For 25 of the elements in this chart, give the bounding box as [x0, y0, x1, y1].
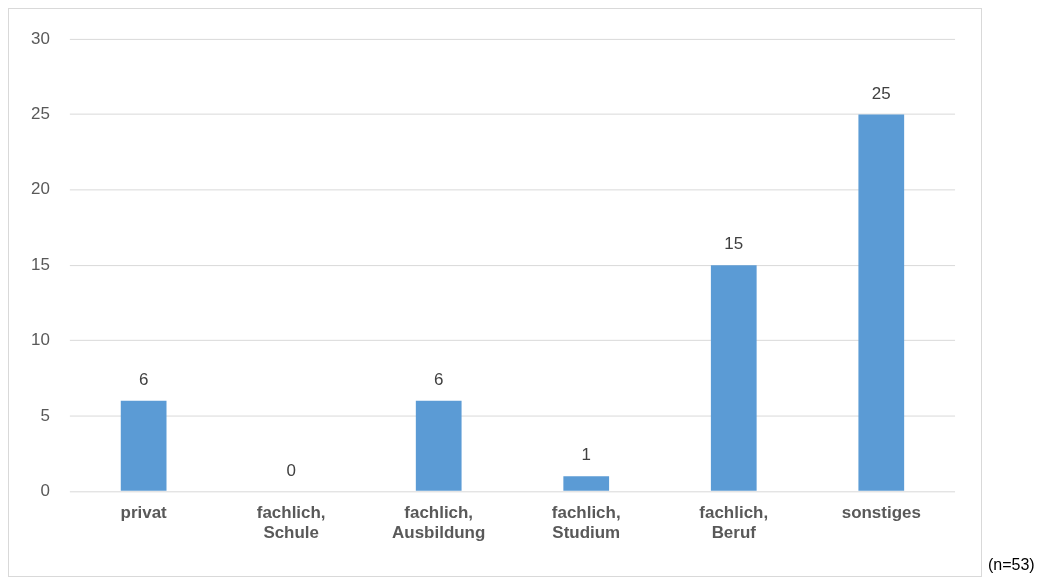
y-tick-label: 5	[40, 405, 50, 425]
x-tick-label: sonstiges	[841, 503, 921, 523]
data-label: 6	[433, 370, 444, 390]
x-tick-label: fachlich, Beruf	[699, 503, 769, 543]
y-tick-label: 10	[31, 330, 50, 350]
bar	[415, 400, 462, 491]
y-tick-label: 0	[40, 480, 50, 500]
text: (n=53)	[988, 556, 1035, 574]
y-tick-label: 20	[31, 179, 50, 199]
bar	[120, 400, 167, 491]
y-tick-label: 30	[31, 28, 50, 48]
data-label: 15	[724, 234, 744, 254]
data-label: 1	[581, 445, 591, 465]
data-label: 0	[286, 460, 296, 480]
x-tick-label: fachlich, Ausbildung	[392, 503, 486, 543]
x-tick-label: privat	[120, 503, 168, 523]
bar	[563, 476, 610, 491]
x-tick-label: fachlich, Schule	[256, 503, 326, 543]
y-tick-label: 15	[31, 254, 50, 274]
data-label: 6	[138, 370, 149, 390]
bar	[858, 114, 905, 491]
x-tick-label: fachlich, Studium	[551, 503, 621, 543]
y-tick-label: 25	[31, 104, 50, 124]
data-label: 25	[871, 83, 891, 103]
bar	[710, 265, 757, 491]
